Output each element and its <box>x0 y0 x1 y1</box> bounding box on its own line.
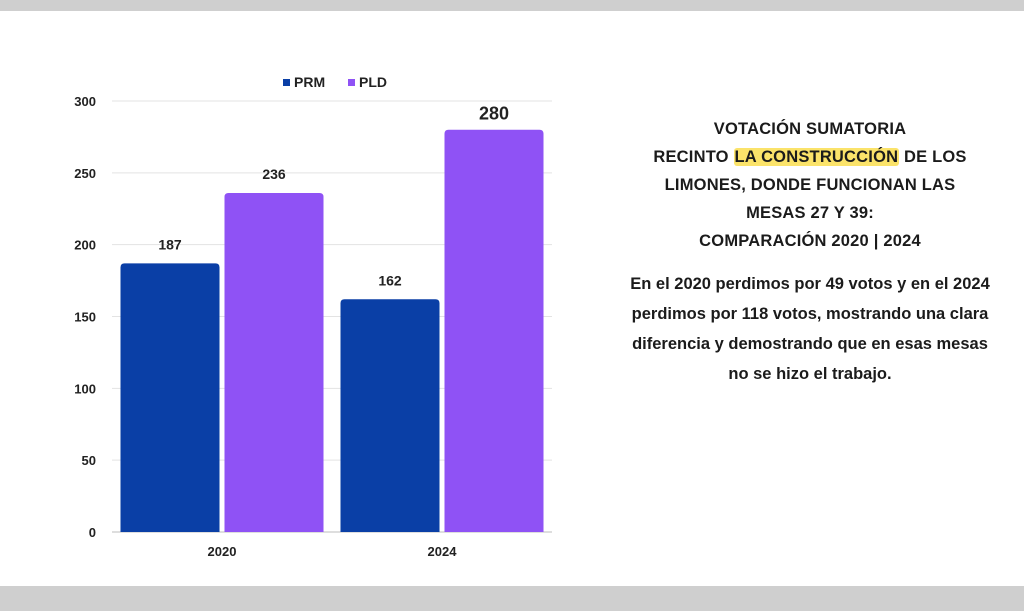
data-label: 187 <box>158 236 182 252</box>
x-tick-label: 2024 <box>428 544 458 559</box>
summary-text: En el 2020 perdimos por 49 votos y en el… <box>560 269 1024 389</box>
y-tick-label: 50 <box>82 453 96 468</box>
bar-pld-2024 <box>444 129 544 532</box>
bar-chart: 0 50 100 150 200 250 300 187 236 2020 162 280 2024 PR… <box>74 74 552 559</box>
legend-swatch-pld <box>348 79 355 86</box>
y-tick-label: 300 <box>74 94 96 109</box>
legend-label-pld: PLD <box>359 74 387 90</box>
y-tick-label: 200 <box>74 238 96 253</box>
data-label: 162 <box>378 272 402 288</box>
title-line-5: COMPARACIÓN 2020 | 2024 <box>699 232 921 250</box>
title-line-2-pre: RECINTO <box>653 148 734 166</box>
data-label: 280 <box>479 104 509 124</box>
bar-pld-2020 <box>224 192 324 533</box>
legend-label-prm: PRM <box>294 74 325 90</box>
data-label: 236 <box>262 166 286 182</box>
bar-prm-2020 <box>120 263 220 532</box>
y-tick-label: 0 <box>89 525 96 540</box>
y-tick-label: 100 <box>74 381 96 396</box>
y-tick-label: 250 <box>74 166 96 181</box>
body-line-4: no se hizo el trabajo. <box>728 365 892 383</box>
chart-card: 0 50 100 150 200 250 300 187 236 2020 162 280 2024 PR… <box>0 11 1024 586</box>
body-line-1: En el 2020 perdimos por 49 votos y en el… <box>630 275 990 293</box>
title-line-2: RECINTO LA CONSTRUCCIÓN DE LOS <box>560 143 1024 171</box>
title-line-3: LIMONES, DONDE FUNCIONAN LAS <box>664 176 956 194</box>
legend-swatch-prm <box>283 79 290 86</box>
highlighted-venue-name: LA CONSTRUCCIÓN <box>733 148 900 166</box>
title-line-2-post: DE LOS <box>899 148 967 166</box>
body-line-3: diferencia y demostrando que en esas mes… <box>632 335 988 353</box>
body-line-2: perdimos por 118 votos, mostrando una cl… <box>631 305 989 323</box>
title-line-1: VOTACIÓN SUMATORIA <box>713 120 907 138</box>
y-tick-label: 150 <box>74 310 96 325</box>
x-tick-label: 2020 <box>208 544 237 559</box>
text-panel: VOTACIÓN SUMATORIA RECINTO LA CONSTRUCCI… <box>560 115 1024 389</box>
title-line-4: MESAS 27 Y 39: <box>746 204 874 222</box>
bar-prm-2024 <box>340 299 440 532</box>
